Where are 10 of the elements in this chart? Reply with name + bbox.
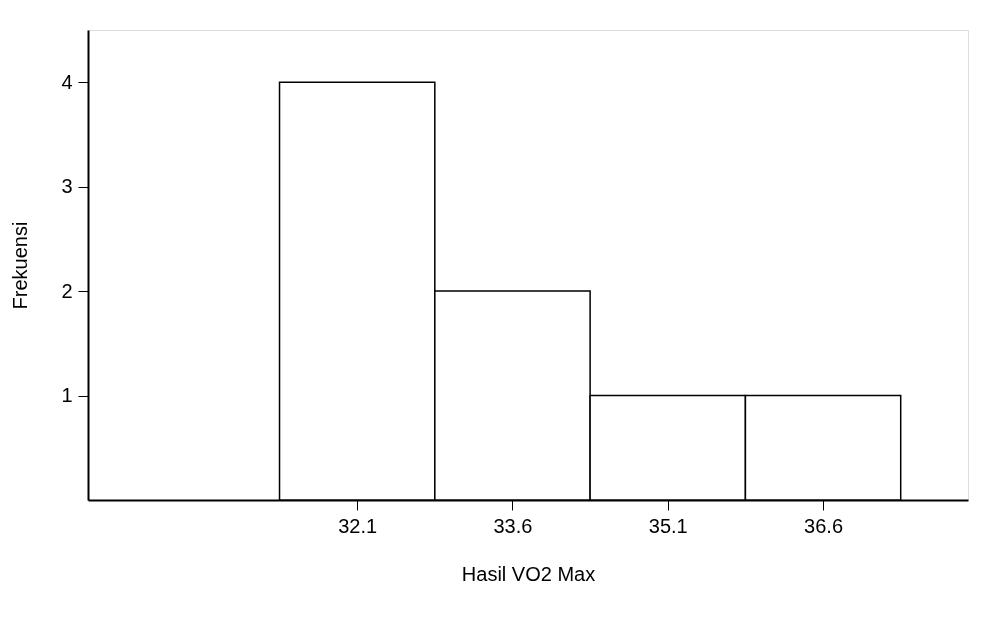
- y-tick-label: 1: [61, 384, 73, 407]
- x-tick-label: 33.6: [493, 514, 533, 537]
- x-tick-label: 32.1: [338, 514, 378, 537]
- x-axis-title: Hasil VO2 Max: [461, 562, 596, 585]
- x-tick-label: 36.6: [804, 514, 844, 537]
- y-tick-label: 4: [61, 70, 73, 93]
- x-tick-label: 35.1: [648, 514, 688, 537]
- y-axis-title: Frekuensi: [9, 221, 32, 310]
- y-tick-label: 3: [61, 175, 73, 198]
- y-tick-label: 2: [61, 279, 73, 302]
